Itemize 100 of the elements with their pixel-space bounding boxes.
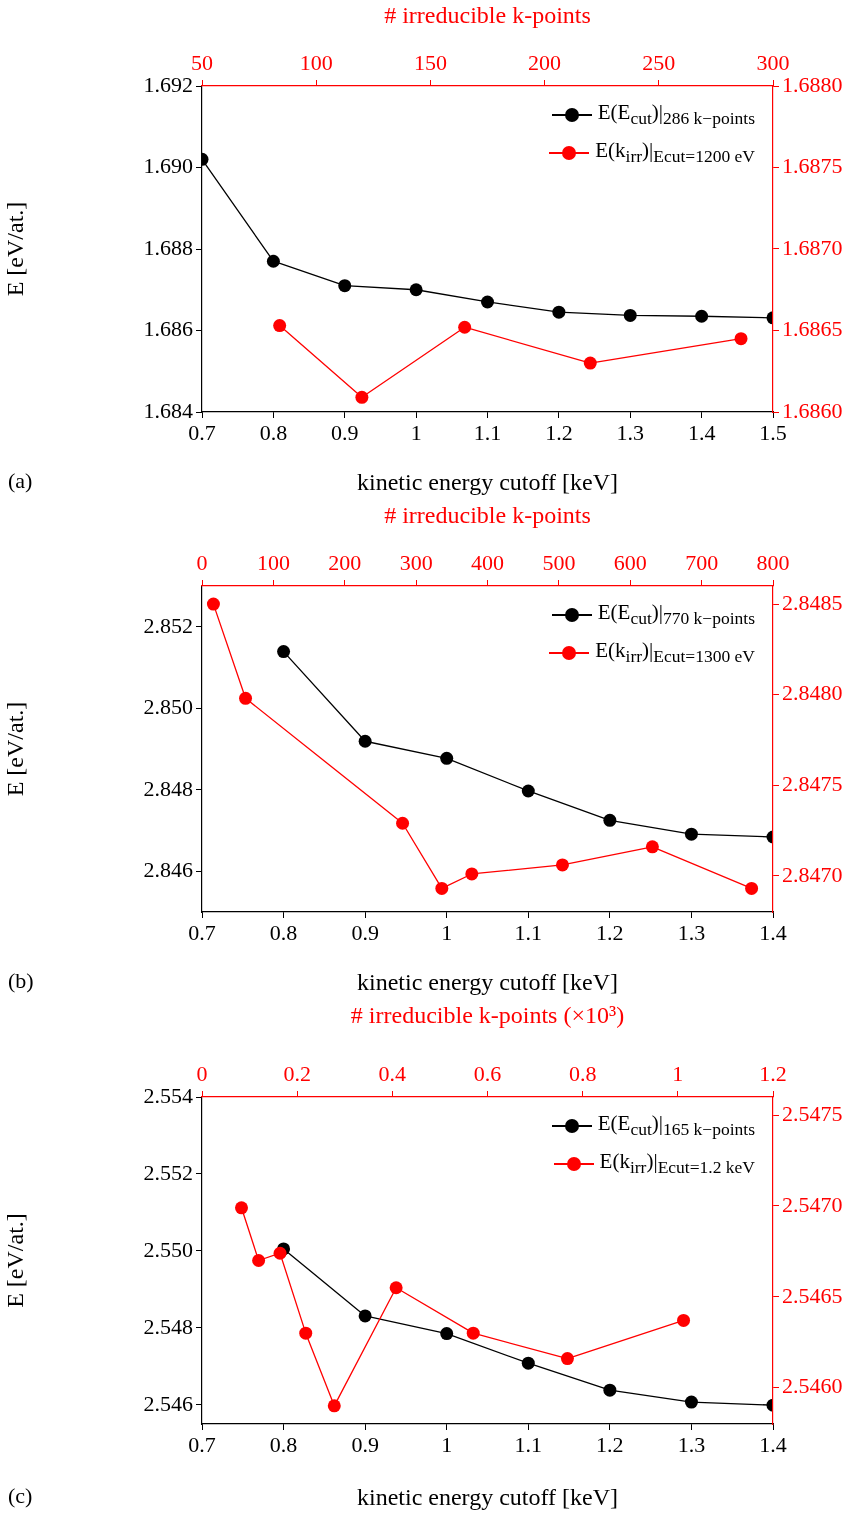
point (355, 390, 369, 404)
y-tick-label: 2.5475 (782, 1100, 843, 1126)
y-tick-label: 1.690 (143, 153, 193, 179)
x-tick-label: 300 (399, 549, 433, 575)
point (560, 1352, 574, 1366)
x-axis-title: kinetic energy cutoff [keV] (356, 468, 619, 495)
point (273, 1246, 287, 1260)
x-tick-label: 200 (528, 49, 562, 75)
y-tick-label: 1.6870 (782, 234, 843, 260)
point (465, 867, 479, 881)
y-tick-label: 1.6865 (782, 316, 843, 342)
point (440, 751, 454, 765)
x-tick-label: 1.4 (759, 1431, 787, 1457)
legend-label: E(k$_{irr}$)|$_{Ecut=1200 eV}$ (595, 137, 755, 169)
point (603, 813, 617, 827)
y-tick-label: 2.848 (143, 775, 193, 801)
x-tick-label: 1.2 (545, 419, 573, 445)
x-tick-label: 1 (672, 1060, 684, 1086)
text: (b) (8, 968, 34, 993)
legend-label: E(k$_{irr}$)|$_{Ecut=1300 eV}$ (595, 637, 755, 669)
x-tick-label: 1.4 (759, 919, 787, 945)
x-tick-label: 1.1 (514, 919, 543, 945)
x-tick-label: 500 (542, 549, 576, 575)
x-tick-label: 1.3 (677, 919, 706, 945)
x-tick-label: 1.3 (677, 1431, 706, 1457)
legend-label: E(k$_{irr}$)|$_{Ecut=1.2 keV}$ (599, 1148, 755, 1180)
point (273, 319, 287, 333)
y-tick-label: 2.852 (143, 612, 193, 638)
x-tick-label: 100 (299, 49, 333, 75)
y-tick-label: 2.550 (143, 1236, 193, 1262)
point (603, 1383, 617, 1397)
point (252, 1254, 266, 1267)
x-tick-label: 150 (413, 49, 447, 75)
x-tick-label: 400 (471, 549, 504, 575)
x-tick-label: 0.7 (188, 919, 216, 945)
x-tick-label: 700 (685, 549, 719, 575)
point (734, 332, 748, 346)
point (583, 356, 597, 370)
point (239, 691, 253, 705)
point (684, 827, 698, 841)
x-tick-label: 1 (441, 1431, 453, 1457)
x-tick-label: 1.2 (596, 919, 624, 945)
y-tick-label: 2.8480 (782, 680, 843, 706)
point (695, 309, 709, 323)
x-tick-label: 600 (613, 549, 647, 575)
x-tick-label: 0.2 (283, 1060, 311, 1086)
x-axis-title: # irreducible k-points (×10³) (350, 1001, 625, 1028)
y-tick-label: 2.5470 (782, 1191, 843, 1217)
y-axis-title: E [eV/at.] (1, 201, 28, 297)
x-tick-label: 1 (441, 919, 453, 945)
point (358, 1309, 372, 1323)
y-axis-title: E [eV/at.] (1, 1213, 28, 1308)
x-tick-label: 0.8 (568, 1060, 597, 1086)
point (555, 858, 569, 872)
y-tick-label: 1.686 (143, 316, 193, 342)
point (623, 308, 637, 322)
x-tick-label: 0.6 (473, 1060, 502, 1086)
y-tick-label: 2.846 (143, 857, 193, 883)
x-tick-label: 50 (191, 49, 213, 75)
point (745, 881, 759, 895)
legend-label: E(E$_{cut}$)|$_{286 k−points}$ (597, 99, 755, 131)
y-tick-label: 2.850 (143, 694, 193, 720)
x-tick-label: 0.8 (259, 419, 288, 445)
point (435, 881, 449, 895)
y-tick-label: 2.5460 (782, 1373, 843, 1399)
point (466, 1326, 480, 1340)
y-axis-title: E [eV/at.] (1, 701, 28, 797)
x-axis-title: # irreducible k-points (384, 1, 591, 28)
point (389, 1281, 403, 1295)
x-tick-label: 1.2 (596, 1431, 624, 1457)
x-tick-label: 1.2 (759, 1060, 787, 1086)
point (299, 1326, 313, 1340)
point (409, 283, 423, 297)
x-tick-label: 0.8 (269, 1431, 298, 1457)
point (338, 279, 352, 293)
y-tick-label: 1.6875 (782, 153, 843, 179)
point (677, 1313, 691, 1327)
y-tick-label: 2.5465 (782, 1282, 843, 1308)
x-tick-label: 1.1 (514, 1431, 543, 1457)
x-tick-label: 0.9 (331, 419, 359, 445)
x-tick-label: 1.1 (473, 419, 502, 445)
x-tick-label: 1.3 (616, 419, 644, 445)
point (521, 1356, 535, 1370)
x-tick-label: 0.9 (351, 1431, 379, 1457)
point (234, 1201, 248, 1215)
point (684, 1395, 698, 1409)
x-tick-label: 200 (328, 549, 362, 575)
point (266, 254, 280, 268)
point (277, 645, 291, 659)
legend-label: E(E$_{cut}$)|$_{165 k−points}$ (597, 1110, 755, 1142)
text: (c) (8, 1483, 33, 1508)
x-tick-label: 0 (196, 1060, 208, 1086)
point (440, 1327, 454, 1341)
y-tick-label: 2.552 (143, 1159, 193, 1185)
point (206, 597, 220, 611)
x-tick-label: 0.9 (351, 919, 379, 945)
x-tick-label: 0.4 (378, 1060, 407, 1086)
x-tick-label: 0.7 (188, 1431, 216, 1457)
point (552, 305, 566, 319)
x-tick-label: 1 (410, 419, 422, 445)
